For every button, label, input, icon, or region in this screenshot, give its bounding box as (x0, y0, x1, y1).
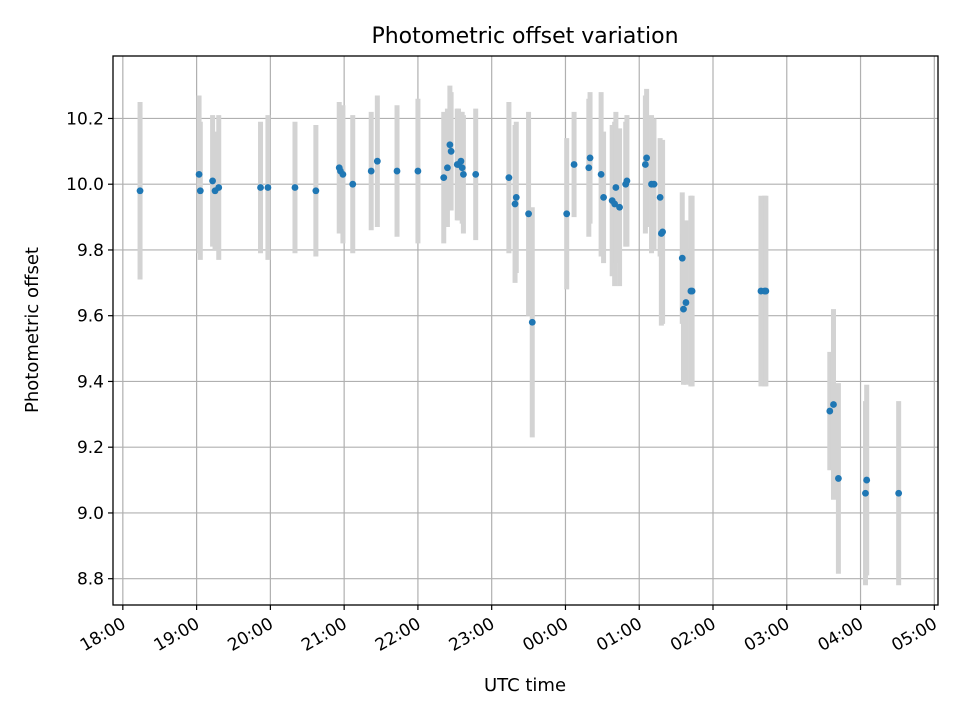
data-point (641, 161, 649, 168)
data-point (414, 167, 422, 175)
data-point (650, 180, 658, 188)
y-tick-label: 9.0 (77, 504, 104, 524)
data-point (895, 489, 903, 497)
data-point (349, 180, 357, 188)
data-point (643, 154, 651, 162)
data-point (678, 254, 686, 262)
x-tick-label: 01:00 (593, 614, 645, 656)
grid-lines (113, 56, 938, 605)
data-point (447, 147, 455, 155)
data-point (862, 489, 869, 497)
data-point (505, 174, 513, 182)
data-point (528, 318, 536, 326)
data-point (659, 228, 666, 236)
data-point (688, 287, 696, 295)
data-point (460, 170, 467, 178)
y-tick-label: 9.4 (77, 372, 104, 392)
data-point (682, 299, 690, 306)
x-tick-label: 23:00 (446, 614, 498, 656)
data-point (291, 184, 299, 191)
data-points (136, 141, 903, 497)
data-point (612, 184, 620, 191)
y-tick-label: 10.2 (66, 109, 104, 129)
data-point (440, 174, 448, 182)
x-tick-label: 02:00 (667, 614, 719, 656)
data-point (863, 476, 871, 484)
x-tick-label: 04:00 (815, 614, 867, 656)
data-point (136, 187, 144, 195)
data-point (339, 170, 347, 178)
data-point (611, 200, 619, 208)
x-tick-label: 18:00 (77, 614, 129, 656)
data-point (525, 210, 532, 218)
data-point (195, 170, 203, 178)
data-point (312, 187, 320, 195)
data-point (367, 167, 375, 175)
data-point (444, 164, 451, 172)
data-point (446, 141, 454, 149)
data-point (597, 170, 605, 178)
data-point (209, 177, 216, 185)
data-point (215, 184, 223, 191)
data-point (762, 287, 770, 295)
x-axis-label: UTC time (484, 675, 566, 696)
data-point (680, 305, 687, 313)
data-point (457, 157, 465, 165)
data-point (835, 475, 842, 482)
x-tick-label: 00:00 (520, 614, 572, 656)
y-tick-label: 9.6 (77, 307, 104, 327)
data-point (512, 193, 520, 201)
y-tick-label: 9.2 (77, 438, 104, 458)
data-point (656, 193, 664, 201)
x-tick-label: 03:00 (741, 614, 793, 656)
data-point (472, 170, 480, 178)
data-point (264, 184, 272, 191)
data-point (616, 203, 623, 211)
data-point (563, 210, 571, 218)
data-point (586, 154, 594, 162)
y-axis-label: Photometric offset (22, 247, 43, 413)
data-point (830, 401, 837, 408)
data-point (600, 193, 607, 201)
data-point (826, 407, 834, 415)
data-point (585, 164, 593, 172)
y-tick-label: 10.0 (66, 175, 104, 195)
x-tick-label: 22:00 (372, 614, 424, 656)
data-point (623, 177, 631, 185)
y-tick-label: 9.8 (77, 241, 104, 261)
x-tick-label: 21:00 (298, 614, 350, 656)
data-point (570, 161, 578, 168)
data-point (196, 187, 204, 195)
error-bars (137, 85, 902, 586)
x-tick-label: 20:00 (224, 614, 276, 656)
x-tick-label: 05:00 (888, 614, 940, 656)
chart-title: Photometric offset variation (371, 24, 678, 49)
y-tick-label: 8.8 (77, 570, 104, 590)
x-tick-label: 19:00 (151, 614, 203, 656)
data-point (257, 184, 264, 191)
plot-frame (112, 55, 939, 606)
data-point (458, 164, 466, 172)
data-point (373, 157, 381, 165)
data-point (511, 200, 519, 208)
data-point (393, 167, 401, 175)
